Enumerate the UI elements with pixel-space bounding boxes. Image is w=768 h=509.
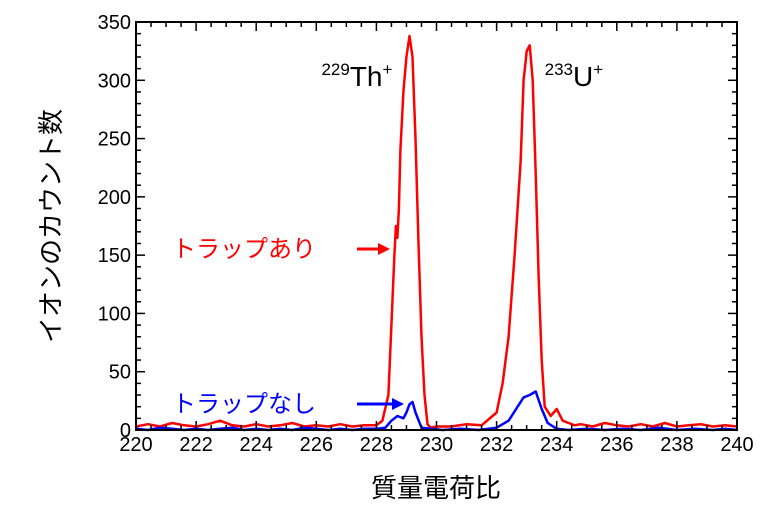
series-label-2: トラップなし — [172, 390, 316, 418]
x-tick-label: 236 — [600, 434, 633, 456]
x-tick-label: 228 — [360, 434, 393, 456]
y-axis-title: イオンのカウント数 — [37, 109, 67, 343]
y-tick-label: 300 — [98, 70, 131, 92]
x-tick-label: 224 — [240, 434, 273, 456]
y-tick-label: 350 — [98, 12, 131, 34]
x-tick-label: 240 — [720, 434, 753, 456]
axis-ticks — [135, 21, 738, 431]
tick-labels: 220 222 224 226 228 230 232 234 236 238 240 0 50 100 1… — [98, 12, 754, 456]
peak-label-u: 233U+ — [545, 60, 604, 92]
y-tick-label: 150 — [98, 245, 131, 267]
series-arrow-head — [392, 398, 404, 410]
peak-label-th: 229Th+ — [321, 60, 392, 92]
x-tick-label: 222 — [179, 434, 212, 456]
y-tick-label: 200 — [98, 187, 131, 209]
x-axis-title: 質量電荷比 — [371, 474, 501, 504]
series-arrow-head — [378, 243, 390, 255]
x-tick-label: 226 — [300, 434, 333, 456]
series-lines — [135, 34, 738, 432]
x-tick-label: 234 — [540, 434, 573, 456]
y-tick-label: 100 — [98, 303, 131, 325]
series-line-1 — [135, 34, 738, 429]
y-tick-label: 0 — [120, 420, 131, 442]
series-label-1: トラップあり — [172, 235, 316, 263]
x-tick-label: 220 — [119, 434, 152, 456]
x-tick-label: 230 — [420, 434, 453, 456]
peak-annotations: 229Th+ 233U+ — [321, 60, 603, 92]
plot-frame — [135, 21, 738, 431]
x-tick-label: 238 — [660, 434, 693, 456]
y-tick-label: 50 — [109, 362, 131, 384]
y-tick-label: 250 — [98, 129, 131, 151]
x-tick-label: 232 — [480, 434, 513, 456]
